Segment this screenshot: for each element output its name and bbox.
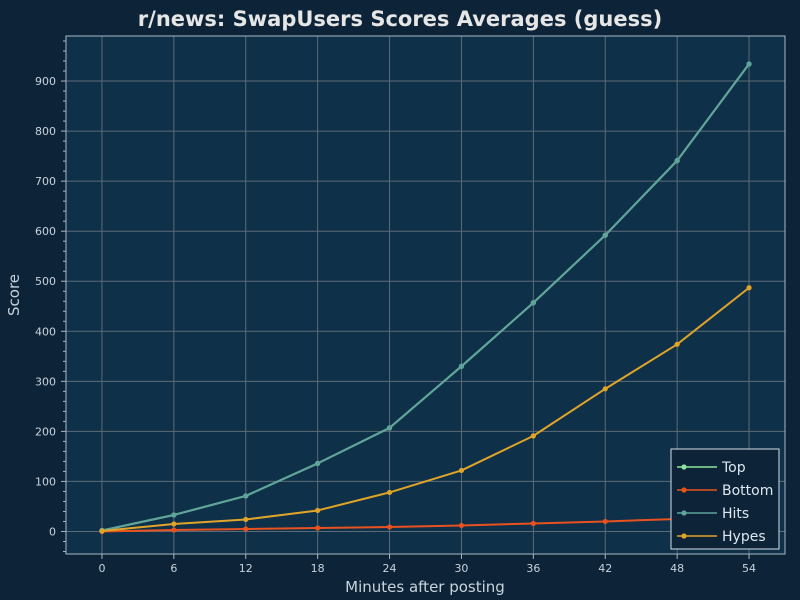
x-tick-label: 12 bbox=[239, 562, 253, 575]
x-tick-label: 54 bbox=[742, 562, 756, 575]
series-line-hypes bbox=[101, 286, 750, 532]
data-point-bottom bbox=[386, 524, 393, 530]
data-point-hypes bbox=[674, 341, 680, 347]
data-point-hits bbox=[315, 460, 321, 467]
y-tick-label: 300 bbox=[35, 375, 56, 388]
y-axis-label: Score bbox=[5, 274, 23, 316]
data-point-hits bbox=[746, 61, 752, 67]
data-point-hypes bbox=[602, 386, 608, 392]
plot-frame bbox=[65, 35, 786, 555]
data-point-hits bbox=[602, 232, 608, 238]
x-tick-label: 36 bbox=[526, 562, 540, 575]
legend-marker-hits bbox=[681, 510, 687, 516]
y-tick-label: 900 bbox=[35, 75, 56, 88]
data-point-hypes bbox=[458, 467, 465, 474]
data-point-bottom bbox=[315, 525, 321, 531]
legend-label-hits: Hits bbox=[722, 506, 749, 522]
series-line-hits bbox=[101, 63, 750, 532]
data-point-bottom bbox=[458, 522, 465, 529]
y-tick-label: 200 bbox=[35, 425, 56, 438]
x-tick-label: 6 bbox=[170, 562, 177, 575]
data-point-hypes bbox=[746, 285, 752, 291]
x-tick-label: 0 bbox=[98, 562, 105, 575]
legend-label-top: Top bbox=[721, 460, 746, 476]
data-point-hypes bbox=[243, 516, 249, 523]
data-point-hits bbox=[458, 363, 465, 369]
data-point-hits bbox=[386, 425, 393, 431]
axes: 0 6 12 18 24 30 36 42 48 54 0 100 200 300 400 500 600 700… bbox=[35, 35, 786, 575]
data-point-hypes bbox=[315, 507, 321, 514]
data-point-bottom bbox=[602, 518, 608, 525]
x-tick-label: 48 bbox=[670, 562, 684, 575]
chart-title: r/news: SwapUsers Scores Averages (guess… bbox=[138, 7, 662, 31]
data-point-hits bbox=[171, 512, 177, 518]
data-point-hits bbox=[243, 493, 249, 499]
data-point-hits bbox=[530, 300, 536, 306]
y-tick-label: 600 bbox=[35, 225, 56, 238]
plot-area bbox=[66, 36, 785, 554]
y-tick-label: 700 bbox=[35, 175, 56, 188]
x-tick-label: 24 bbox=[383, 562, 397, 575]
legend-label-hypes: Hypes bbox=[722, 529, 766, 545]
data-point-bottom bbox=[530, 520, 536, 527]
legend-label-bottom: Bottom bbox=[722, 483, 773, 499]
x-tick-label: 30 bbox=[454, 562, 468, 575]
data-point-hypes bbox=[171, 521, 177, 527]
data-point-hypes bbox=[99, 528, 105, 534]
data-point-hits bbox=[674, 158, 680, 164]
data-point-bottom bbox=[171, 527, 177, 533]
data-point-bottom bbox=[243, 526, 249, 532]
y-tick-label: 0 bbox=[49, 525, 56, 538]
x-tick-label: 42 bbox=[598, 562, 612, 575]
legend-marker-top bbox=[681, 464, 687, 470]
y-tick-label: 400 bbox=[35, 325, 56, 338]
series-lines bbox=[99, 61, 752, 535]
legend: Top Bottom Hits Hypes bbox=[670, 448, 780, 550]
x-axis-label: Minutes after posting bbox=[345, 578, 505, 596]
x-tick-label: 18 bbox=[311, 562, 325, 575]
y-tick-label: 800 bbox=[35, 125, 56, 138]
data-point-hypes bbox=[386, 489, 393, 496]
y-tick-label: 500 bbox=[35, 275, 56, 288]
data-point-hypes bbox=[530, 433, 536, 439]
legend-marker-hypes bbox=[681, 533, 687, 539]
y-tick-label: 100 bbox=[35, 475, 56, 488]
series-line-bottom bbox=[101, 515, 750, 533]
legend-box bbox=[670, 448, 780, 550]
legend-marker-bottom bbox=[681, 487, 687, 493]
